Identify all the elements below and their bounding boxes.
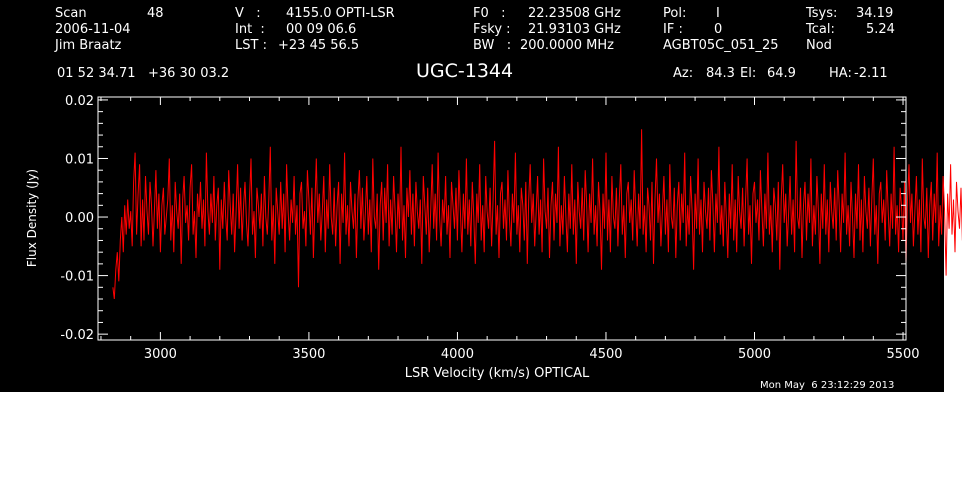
- x-tick-label: 3000: [144, 347, 177, 362]
- observer-name: Jim Braatz: [55, 38, 122, 53]
- source-name: UGC-1344: [416, 60, 514, 82]
- az-value: 84.3: [706, 66, 735, 81]
- obs-mode: Nod: [806, 38, 832, 53]
- pol-value: I: [716, 6, 720, 21]
- el-label: El:: [740, 66, 757, 81]
- az-label: Az:: [673, 66, 694, 81]
- scan-value: 48: [147, 6, 164, 21]
- x-tick-label: 5000: [738, 347, 771, 362]
- fsky-value: 21.93103 GHz: [528, 22, 621, 37]
- integration-label: Int :: [235, 22, 265, 37]
- scan-label: Scan: [55, 6, 87, 21]
- if-label: IF :: [663, 22, 683, 37]
- x-tick-label: 5500: [886, 347, 919, 362]
- source-coords: 01 52 34.71 +36 30 03.2: [57, 66, 230, 81]
- x-tick-label: 3500: [292, 347, 325, 362]
- y-axis-label: Flux Density (Jy): [25, 169, 39, 267]
- trace-layer: [112, 129, 962, 300]
- velocity-label: V :: [235, 6, 261, 21]
- tcal-label: Tcal:: [806, 22, 835, 37]
- y-tick-label: 0.00: [65, 211, 94, 226]
- y-tick-label: 0.02: [65, 94, 94, 109]
- pol-label: Pol:: [663, 6, 687, 21]
- tsys-value: 34.19: [856, 6, 894, 21]
- tcal-value: 5.24: [866, 22, 895, 37]
- velocity-value: 4155.0 OPTI-LSR: [286, 6, 395, 21]
- ha-label: HA:: [829, 66, 852, 81]
- lst-value: +23 45 56.5: [278, 38, 360, 53]
- spectrum-trace: [112, 129, 962, 300]
- tsys-label: Tsys:: [806, 6, 838, 21]
- fsky-label: Fsky :: [473, 22, 511, 37]
- x-axis-label: LSR Velocity (km/s) OPTICAL: [405, 366, 590, 381]
- f0-value: 22.23508 GHz: [528, 6, 621, 21]
- y-tick-label: -0.02: [60, 328, 94, 343]
- y-tick-label: -0.01: [60, 270, 94, 285]
- y-tick-label: 0.01: [65, 152, 94, 167]
- tick-layer: 3000 3500 4000 4500 5000 5500 -0.02 -0.01 0.00 0.…: [60, 94, 919, 362]
- x-tick-label: 4000: [441, 347, 474, 362]
- if-value: 0: [714, 22, 723, 37]
- el-value: 64.9: [767, 66, 796, 81]
- f0-label: F0 :: [473, 6, 506, 21]
- obs-date: 2006-11-04: [55, 22, 131, 37]
- integration-value: 00 09 06.6: [286, 22, 357, 37]
- x-tick-label: 4500: [589, 347, 622, 362]
- bandwidth-label: BW :: [473, 38, 512, 53]
- lst-label: LST :: [235, 38, 267, 53]
- plot-frame: [97, 96, 907, 341]
- project-id: AGBT05C_051_25: [663, 38, 779, 53]
- plot-timestamp: Mon May 6 23:12:29 2013: [760, 380, 895, 391]
- ha-value: -2.11: [854, 66, 888, 81]
- bandwidth-value: 200.0000 MHz: [520, 38, 614, 53]
- spectrum-chart: 3000 3500 4000 4500 5000 5500 -0.02 -0.01 0.00 0.…: [25, 94, 962, 381]
